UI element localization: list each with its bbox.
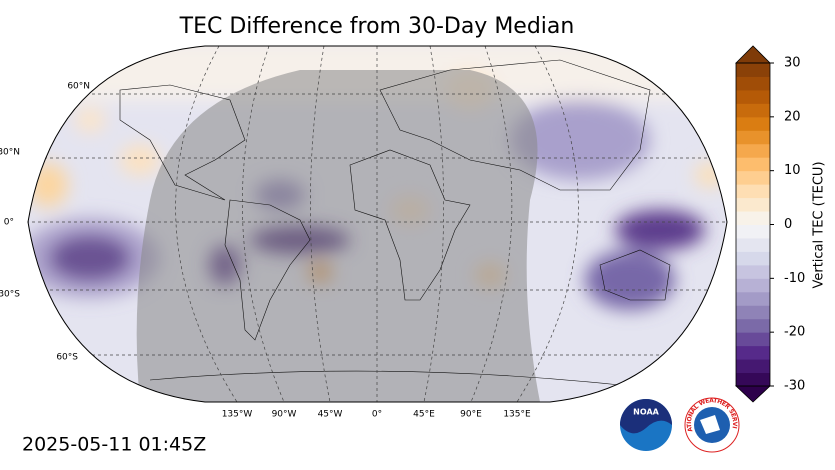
colorbar-step — [736, 291, 770, 306]
colorbar-step — [736, 170, 770, 185]
title: TEC Difference from 30-Day Median — [179, 14, 575, 39]
colorbar-step — [736, 76, 770, 91]
colorbar-step — [736, 130, 770, 145]
colorbar-step — [736, 197, 770, 212]
colorbar-step — [736, 63, 770, 77]
colorbar-step — [736, 345, 770, 360]
lat-label: 30°S — [0, 290, 20, 300]
lat-labels: 60°N 30°N 0° 30°S 60°S — [0, 82, 90, 363]
colorbar-step — [736, 211, 770, 225]
colorbar-tick-label: 0 — [784, 217, 792, 232]
lat-label: 30°N — [0, 148, 20, 158]
night-shade — [136, 70, 540, 402]
colorbar-label: Vertical TEC (TECU) — [812, 161, 827, 288]
colorbar-step — [736, 372, 770, 387]
lon-label: 135°E — [503, 410, 531, 420]
colorbar-tick-label: -20 — [784, 325, 805, 340]
lon-label: 0° — [372, 410, 382, 420]
lat-label: 60°N — [67, 82, 90, 92]
colorbar-tick-label: 20 — [784, 109, 801, 124]
colorbar-step — [736, 305, 770, 320]
colorbar-tick-label: -10 — [784, 271, 805, 286]
lat-label: 60°S — [56, 353, 78, 363]
colorbar: -30 -20 -10 0 10 20 30 — [734, 45, 805, 403]
colorbar-tick-label: 30 — [784, 56, 801, 71]
colorbar-step — [736, 318, 770, 333]
lon-label: 45°W — [318, 410, 343, 420]
map — [28, 46, 727, 402]
lon-labels: 135°W 90°W 45°W 0° 45°E 90°E 135°E — [222, 410, 531, 420]
colorbar-step — [736, 251, 770, 266]
colorbar-tick-label: -30 — [784, 379, 805, 394]
colorbar-extend-bottom — [734, 385, 772, 403]
colorbar-step — [736, 103, 770, 118]
lon-label: 135°W — [222, 410, 253, 420]
colorbar-step — [736, 184, 770, 199]
colorbar-step — [736, 332, 770, 347]
noaa-text: NOAA — [633, 408, 659, 417]
colorbar-tick-label: 10 — [784, 163, 801, 178]
colorbar-step — [736, 224, 770, 239]
coastlines — [119, 59, 671, 386]
colorbar-step — [736, 278, 770, 293]
lon-label: 90°E — [460, 410, 482, 420]
lat-label: 0° — [4, 218, 14, 228]
colorbar-extend-top — [735, 45, 771, 64]
colorbar-step — [736, 157, 770, 172]
lon-label: 90°W — [272, 410, 297, 420]
colorbar-step — [736, 89, 770, 104]
colorbar-step — [736, 237, 770, 252]
colorbar-step — [736, 359, 770, 374]
colorbar-step — [736, 264, 770, 279]
colorbar-step — [736, 116, 770, 131]
colorbar-step — [736, 143, 770, 158]
noaa-logo: NOAA — [620, 399, 672, 451]
lon-label: 45°E — [413, 410, 435, 420]
graticule — [28, 46, 727, 402]
map-border — [27, 45, 728, 403]
timestamp: 2025-05-11 01:45Z — [22, 434, 206, 456]
